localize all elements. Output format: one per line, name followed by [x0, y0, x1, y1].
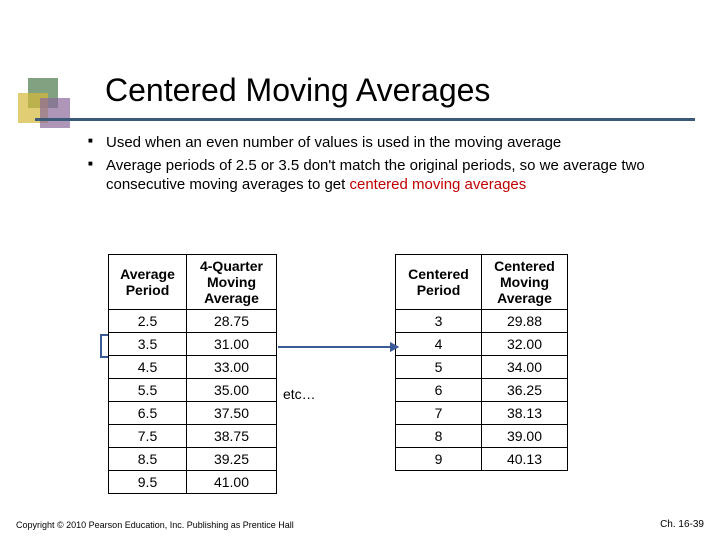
cell: 39.25 [187, 448, 277, 471]
cell: 3 [396, 310, 482, 333]
cell: 9.5 [109, 471, 187, 494]
t1-h1: Average Period [109, 255, 187, 310]
cell: 40.13 [482, 448, 568, 471]
cell: 6 [396, 379, 482, 402]
page-number: Ch. 16-39 [660, 519, 704, 530]
bullet-item: Average periods of 2.5 or 3.5 don't matc… [88, 157, 648, 195]
bracket-2 [100, 334, 108, 358]
cell: 4 [396, 333, 482, 356]
cell: 5 [396, 356, 482, 379]
t2-h2: Centered Moving Average [482, 255, 568, 310]
t1-h2: 4-Quarter Moving Average [187, 255, 277, 310]
cell: 4.5 [109, 356, 187, 379]
cell: 9 [396, 448, 482, 471]
cell: 28.75 [187, 310, 277, 333]
cell: 38.75 [187, 425, 277, 448]
tables-area: Average Period 4-Quarter Moving Average … [108, 254, 568, 494]
cell: 38.13 [482, 402, 568, 425]
title-rule [35, 118, 695, 121]
t2-h1: Centered Period [396, 255, 482, 310]
cell: 31.00 [187, 333, 277, 356]
cell: 34.00 [482, 356, 568, 379]
cell: 37.50 [187, 402, 277, 425]
cell: 2.5 [109, 310, 187, 333]
table-moving-average: Average Period 4-Quarter Moving Average … [108, 254, 277, 494]
slide-title: Centered Moving Averages [105, 72, 490, 109]
copyright: Copyright © 2010 Pearson Education, Inc.… [16, 520, 294, 530]
cell: 7.5 [109, 425, 187, 448]
table-centered: Centered Period Centered Moving Average … [395, 254, 568, 471]
cell: 5.5 [109, 379, 187, 402]
bullet-list: Used when an even number of values is us… [88, 134, 648, 198]
cell: 6.5 [109, 402, 187, 425]
cell: 3.5 [109, 333, 187, 356]
cell: 29.88 [482, 310, 568, 333]
cell: 35.00 [187, 379, 277, 402]
etc-label: etc… [283, 386, 316, 402]
cell: 7 [396, 402, 482, 425]
bullet-item: Used when an even number of values is us… [88, 134, 648, 153]
cell: 39.00 [482, 425, 568, 448]
slide-logo [18, 78, 73, 133]
cell: 36.25 [482, 379, 568, 402]
cell: 32.00 [482, 333, 568, 356]
cell: 8.5 [109, 448, 187, 471]
cell: 33.00 [187, 356, 277, 379]
cell: 8 [396, 425, 482, 448]
cell: 41.00 [187, 471, 277, 494]
arrow-2 [278, 346, 398, 348]
